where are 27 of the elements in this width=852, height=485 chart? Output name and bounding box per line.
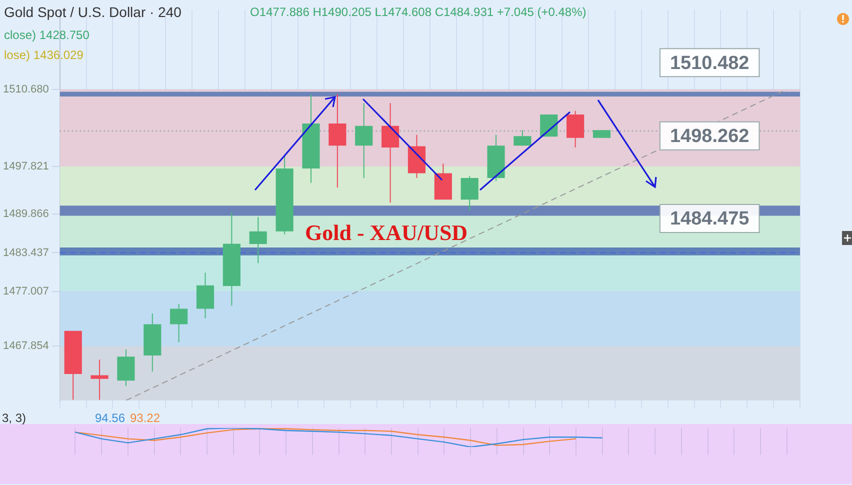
annotation: 1484.475: [670, 208, 750, 230]
candlestick: [196, 272, 214, 319]
chart-title: Gold Spot / U.S. Dollar · 240: [4, 4, 182, 20]
y-tick-label: 1483.437: [2, 246, 49, 259]
candlestick: [566, 110, 584, 148]
y-tick-label: 1510.680: [2, 83, 49, 96]
candlestick: [460, 176, 478, 211]
chart-subtitle: O1477.886 H1490.205 L1474.608 C1484.931 +7.045 (+0.48%): [250, 5, 586, 19]
y-tick-label: 1477.007: [2, 285, 49, 298]
y-tick-label: 1497.821: [2, 160, 49, 173]
candlestick: [170, 303, 188, 343]
text: 3, 3): [2, 411, 26, 425]
text: 94.56: [95, 411, 126, 425]
candlestick: [117, 348, 135, 387]
candlestick: [249, 216, 267, 264]
annotation: Gold - XAU/USD: [305, 220, 468, 246]
y-tick-label: 1489.866: [2, 208, 49, 220]
annotation: lose) 1436.029: [4, 48, 84, 62]
candlestick: [355, 102, 373, 179]
annotation: 1498.262: [670, 126, 750, 148]
candlestick: [382, 102, 400, 204]
annotation: 1510.482: [670, 52, 750, 74]
candlestick: [90, 359, 108, 400]
candlestick: [514, 130, 532, 146]
text: 93.22: [130, 411, 160, 425]
annotation: close) 1428.750: [4, 28, 90, 42]
y-tick-label: 1467.854: [2, 340, 49, 352]
